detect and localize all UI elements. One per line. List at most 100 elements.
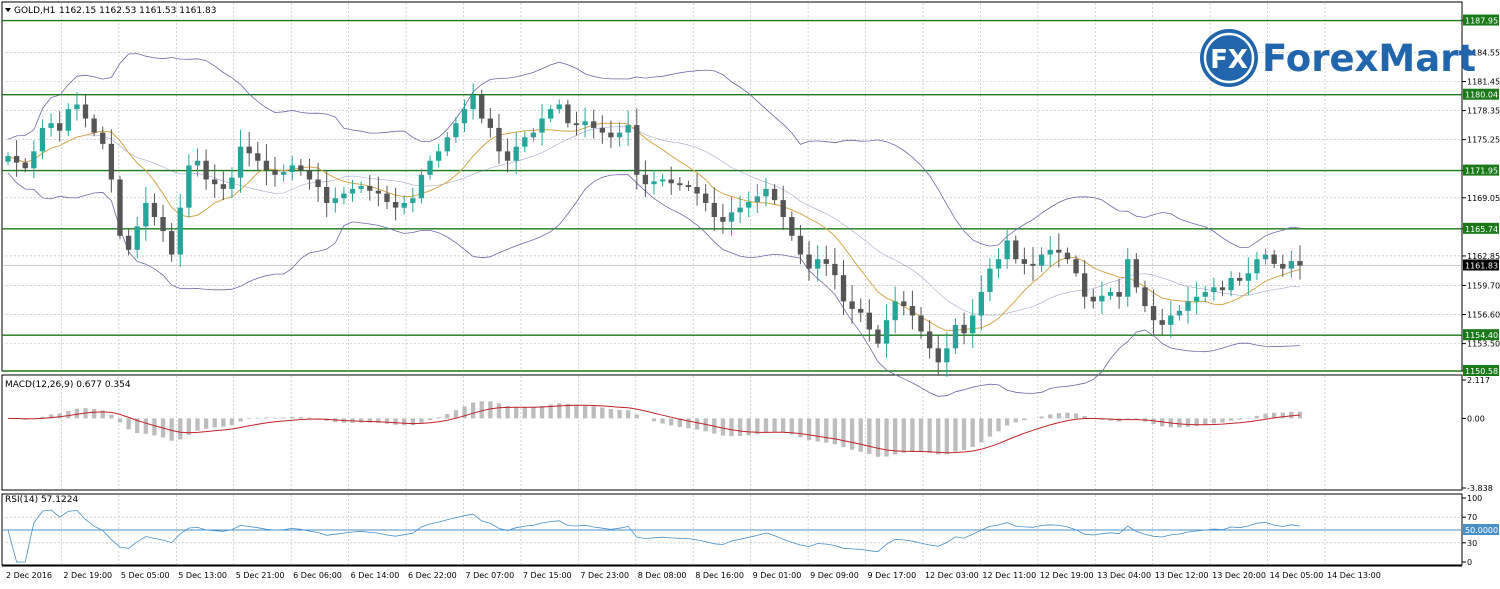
macd-label: MACD(12,26,9) 0.677 0.354	[5, 380, 131, 390]
bullish-candle-body	[31, 151, 37, 169]
y-tick-label: 1162.85	[1467, 252, 1500, 261]
bullish-candle-body	[1168, 315, 1174, 325]
bullish-candle-body	[444, 137, 450, 152]
bullish-candle-body	[1202, 292, 1208, 297]
macd-signal-line	[7, 404, 1301, 454]
bullish-candle-body	[625, 125, 631, 133]
bullish-candle-body	[987, 268, 993, 293]
bearish-candle-body	[685, 185, 692, 187]
bullish-candle-body	[229, 177, 235, 189]
x-tick-label: 9 Dec 09:00	[810, 571, 859, 580]
bearish-candle-body	[668, 179, 674, 184]
bearish-candle-body	[298, 165, 304, 171]
bearish-candle-body	[823, 259, 829, 264]
bullish-candle-body	[892, 301, 898, 321]
logo-wordmark: ForexMart	[1262, 37, 1476, 80]
level-label: 1180.04	[1465, 91, 1498, 100]
bearish-candle-body	[504, 151, 511, 161]
bullish-candle-body	[1185, 301, 1191, 311]
bullish-candle-body	[5, 156, 11, 162]
bearish-candle-body	[935, 348, 941, 363]
bullish-candle-body	[944, 348, 950, 363]
symbol-dropdown-icon[interactable]	[5, 8, 11, 12]
bearish-candle-body	[384, 193, 390, 203]
bearish-candle-body	[1081, 273, 1088, 297]
x-tick-label: 7 Dec 07:00	[465, 571, 514, 580]
bearish-candle-body	[1056, 249, 1062, 253]
rsi-y-tick-label: 70	[1467, 513, 1477, 522]
bearish-candle-body	[1064, 252, 1071, 260]
y-tick-label: 1156.60	[1467, 311, 1500, 320]
bullish-candle-body	[883, 320, 890, 344]
bullish-candle-body	[349, 188, 356, 194]
bullish-candle-body	[237, 146, 244, 178]
x-tick-label: 6 Dec 06:00	[293, 571, 342, 580]
bullish-candle-body	[186, 165, 192, 208]
rsi-line	[7, 509, 1301, 563]
bearish-candle-body	[82, 104, 89, 119]
rsi-y-tick-label: 0	[1467, 558, 1472, 567]
bullish-candle-body	[1262, 254, 1269, 260]
bearish-candle-body	[263, 160, 270, 171]
bearish-candle-body	[1271, 254, 1277, 264]
bullish-candle-body	[289, 165, 295, 172]
bearish-candle-body	[246, 146, 252, 154]
bearish-candle-body	[108, 143, 115, 180]
x-tick-label: 7 Dec 15:00	[523, 571, 572, 580]
bearish-candle-body	[909, 306, 916, 316]
bullish-candle-body	[470, 95, 476, 110]
bullish-candle-body	[659, 179, 666, 182]
bullish-candle-body	[746, 202, 752, 208]
bearish-candle-body	[255, 153, 261, 161]
bullish-candle-body	[74, 104, 80, 110]
bullish-candle-body	[453, 123, 459, 138]
bearish-candle-body	[926, 331, 933, 349]
x-tick-label: 8 Dec 16:00	[695, 571, 744, 580]
bearish-candle-body	[711, 202, 717, 218]
bearish-candle-body	[591, 121, 597, 128]
bearish-candle-body	[806, 254, 812, 269]
macd-pane[interactable]	[1, 374, 1463, 491]
rsi-level-label-bg	[1463, 524, 1499, 535]
level-label-bg	[1463, 365, 1499, 376]
bearish-candle-body	[496, 127, 502, 152]
x-tick-label: 13 Dec 20:00	[1212, 571, 1266, 580]
bearish-candle-body	[789, 217, 795, 236]
bearish-candle-body	[1219, 287, 1226, 291]
bullish-candle-body	[1099, 295, 1105, 302]
bearish-candle-body	[840, 275, 847, 302]
bearish-candle-body	[1116, 292, 1122, 297]
bearish-candle-body	[642, 174, 649, 185]
bullish-candle-body	[1193, 296, 1200, 302]
bullish-candle-body	[332, 198, 338, 203]
bullish-candle-body	[1176, 310, 1183, 316]
bearish-candle-body	[1030, 263, 1036, 266]
bearish-candle-body	[22, 162, 28, 169]
bearish-candle-body	[375, 190, 382, 194]
bullish-candle-body	[1288, 261, 1295, 269]
bearish-candle-body	[1280, 263, 1286, 269]
bearish-candle-body	[160, 217, 166, 232]
current-price-label: 1161.83	[1465, 261, 1498, 270]
bearish-candle-body	[1142, 287, 1148, 307]
bearish-candle-body	[117, 179, 123, 236]
bullish-candle-body	[194, 160, 201, 166]
bearish-candle-body	[57, 123, 63, 131]
y-tick-label: 1175.25	[1467, 136, 1500, 145]
level-label-bg	[1463, 14, 1499, 26]
bearish-candle-body	[1013, 240, 1019, 260]
x-tick-label: 9 Dec 17:00	[868, 571, 917, 580]
bearish-candle-body	[1073, 259, 1079, 274]
y-tick-label: 1178.35	[1467, 107, 1500, 116]
bullish-candle-body	[582, 121, 588, 126]
bullish-candle-body	[177, 207, 183, 255]
bollinger-middle-band	[7, 126, 1301, 316]
bullish-candle-body	[1125, 259, 1131, 297]
bullish-candle-body	[814, 259, 821, 269]
bearish-candle-body	[694, 186, 700, 194]
logo-badge-circle	[1200, 29, 1258, 87]
x-tick-label: 14 Dec 05:00	[1270, 571, 1324, 580]
bearish-candle-body	[858, 308, 864, 313]
